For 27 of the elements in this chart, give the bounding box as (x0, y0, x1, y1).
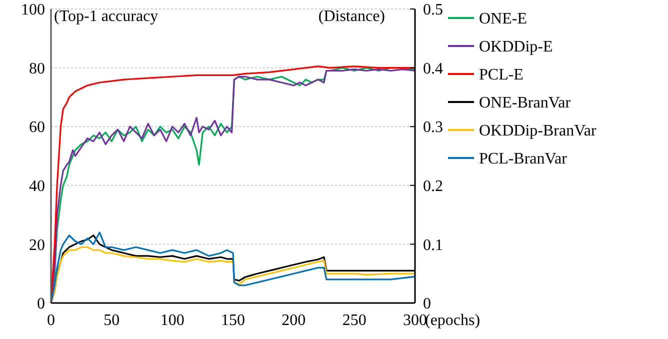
y-tick-label: 40 (29, 178, 45, 195)
x-tick-label: 50 (104, 312, 120, 329)
x-axis-title: (epochs) (425, 312, 480, 329)
x-tick-label: 250 (342, 312, 366, 329)
y-tick-label: 60 (29, 119, 45, 136)
legend-label: OKDDip-E (479, 38, 553, 56)
x-tick-label: 150 (221, 312, 245, 329)
x-tick-label: 300 (403, 312, 427, 329)
x-tick-label: 100 (160, 312, 184, 329)
y2-tick-label: 0 (423, 296, 431, 313)
legend-label: PCL-E (479, 66, 524, 84)
y2-tick-label: 0.2 (423, 178, 443, 195)
y2-tick-label: 0.3 (423, 119, 443, 136)
y-tick-label: 100 (21, 2, 45, 19)
y-axis-title: (Top-1 accuracy (54, 8, 158, 25)
y2-axis-title: (Distance) (318, 8, 385, 25)
legend-label: ONE-E (479, 10, 527, 28)
y2-tick-label: 0.5 (423, 2, 443, 19)
y-tick-label: 20 (29, 236, 45, 254)
y2-tick-label: 0.4 (423, 60, 443, 78)
x-tick-label: 200 (282, 312, 306, 329)
y2-tick-label: 0.1 (423, 236, 443, 254)
y-tick-label: 0 (37, 296, 45, 313)
legend-label: ONE-BranVar (479, 94, 572, 112)
y-tick-label: 80 (29, 60, 45, 78)
legend-label: PCL-BranVar (479, 150, 568, 168)
legend-label: OKDDip-BranVar (479, 122, 597, 140)
